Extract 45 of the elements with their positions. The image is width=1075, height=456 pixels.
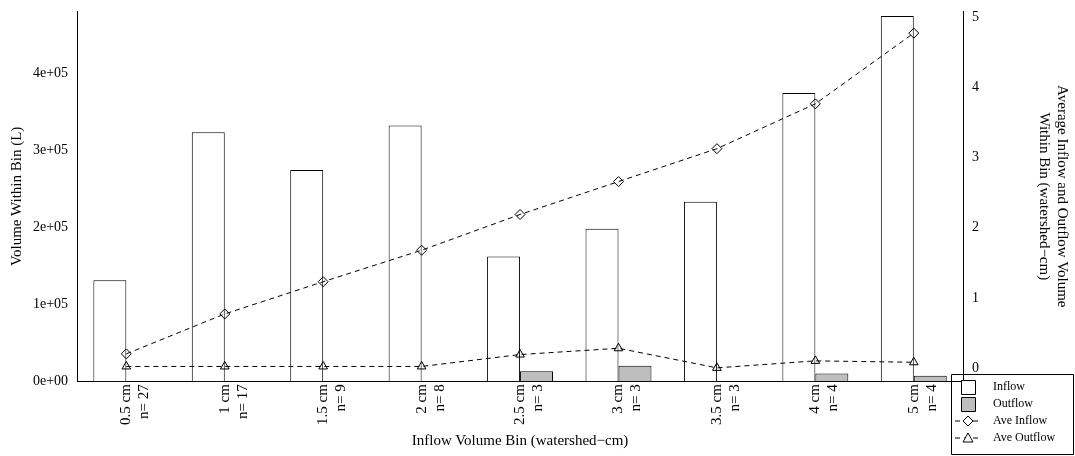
y2-axis-title: Average Inflow and Outflow Volume Within Bin (watershed−cm) [1036, 85, 1072, 308]
x-tick-label: 2.5 cm n= 3 [510, 383, 545, 425]
point [219, 308, 231, 320]
y-axis-title: Volume Within Bin (L) [7, 126, 25, 266]
x-tick-label: 5 cm n= 4 [904, 383, 939, 414]
point [809, 98, 821, 110]
x-tick-label: 2 cm n= 8 [412, 383, 447, 414]
x-tick-label: 4 cm n= 4 [806, 383, 841, 414]
y-tick-label: 0e+00 [33, 372, 69, 388]
point [317, 276, 329, 288]
y-tick-label: 2e+05 [33, 218, 69, 234]
y2-tick-label: 2 [972, 219, 979, 235]
legend-label: Ave Outflow [993, 430, 1056, 445]
x-tick-label: 1 cm n= 17 [215, 383, 250, 419]
point [712, 362, 722, 371]
x-tick-label: 3.5 cm n= 3 [707, 383, 742, 425]
legend-label: Outflow [993, 396, 1034, 411]
x-tick-label: 0.5 cm n= 27 [117, 383, 152, 425]
point [515, 349, 525, 358]
x-tick-label: 3 cm n= 3 [609, 383, 644, 414]
legend-label: Ave Inflow [993, 413, 1048, 428]
point [908, 356, 919, 366]
y2-tick-label: 1 [972, 289, 979, 305]
x-tick-label: 1.5 cm n= 9 [314, 383, 349, 425]
y-tick-label: 3e+05 [33, 141, 69, 157]
y-tick-label: 1e+05 [33, 295, 69, 311]
y-tick-label: 4e+05 [33, 64, 69, 80]
point [121, 360, 132, 370]
y2-tick-label: 4 [972, 79, 979, 95]
point [514, 209, 526, 220]
point [810, 355, 821, 364]
point [416, 244, 428, 256]
legend-label: Inflow [993, 379, 1026, 394]
y2-tick-label: 3 [972, 149, 979, 165]
point [318, 360, 329, 370]
point [908, 27, 920, 39]
point [711, 143, 723, 155]
point [613, 342, 624, 352]
point [120, 348, 132, 360]
point [416, 360, 427, 370]
y2-tick-label: 5 [972, 9, 979, 25]
point [219, 360, 230, 370]
point [612, 176, 624, 188]
x-axis-title: Inflow Volume Bin (watershed−cm) [411, 431, 629, 449]
y2-tick-label: 0 [972, 359, 979, 375]
